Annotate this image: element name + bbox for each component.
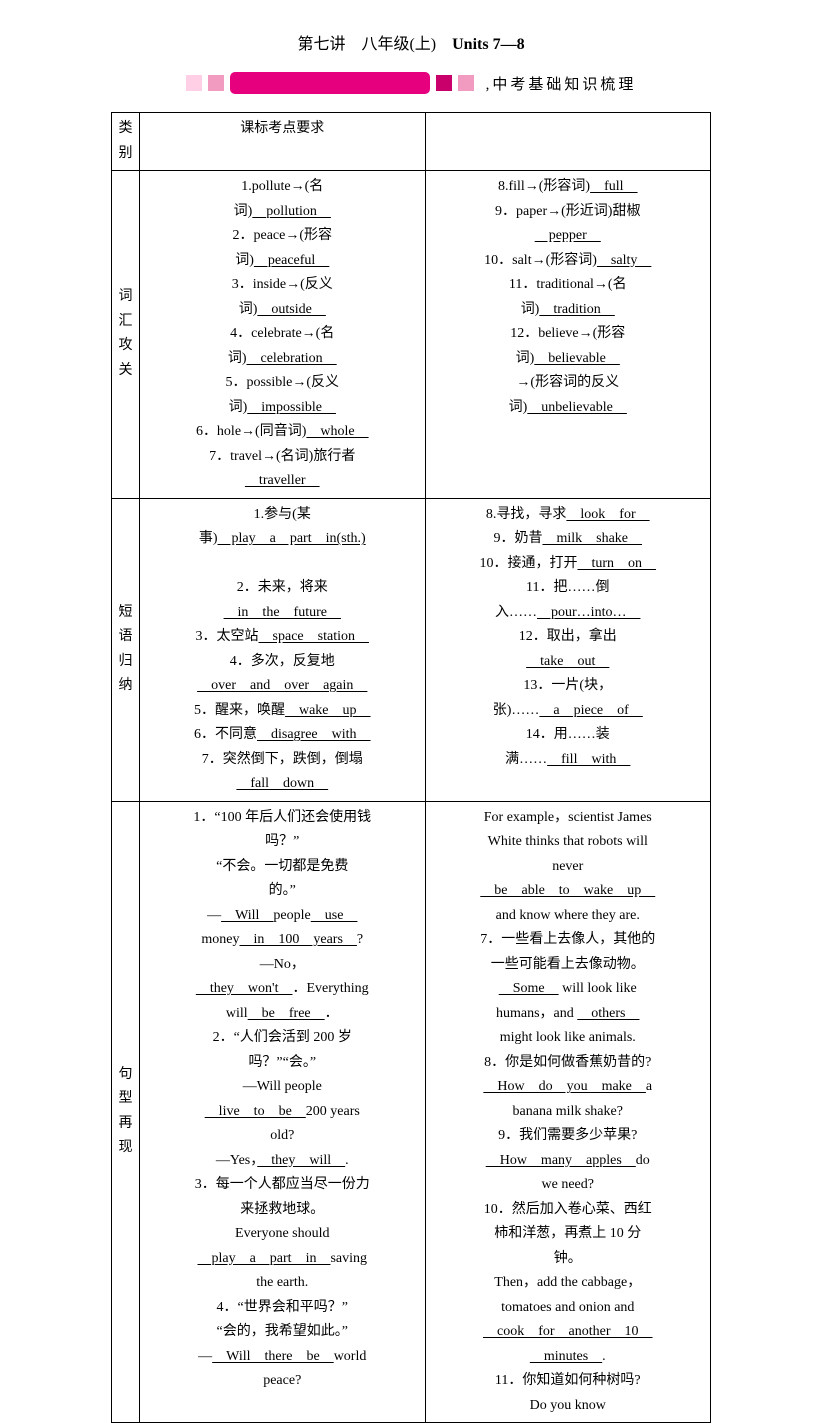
page-title: 第七讲 八年级(上) Units 7—8 <box>0 30 822 54</box>
row1-right: 8.fill→(形容词) full 9．paper→(形近词)甜椒 pepper… <box>425 171 711 499</box>
review-table: 类别 课标考点要求 词汇攻关 1.pollute→(名词) pollution … <box>111 112 711 1423</box>
header-requirement: 课标考点要求 <box>140 113 425 171</box>
divider-graphic: ,中考基础知识梳理 <box>0 72 822 94</box>
row2-right: 8.寻找，寻求 look for 9．奶昔 milk shake 10．接通，打… <box>425 498 711 801</box>
row2-mid: 1.参与(某事) play a part in(sth.) 2．未来，将来 in… <box>140 498 425 801</box>
row2-label: 短语归纳 <box>112 498 140 801</box>
table-row: 短语归纳 1.参与(某事) play a part in(sth.) 2．未来，… <box>112 498 711 801</box>
title-prefix: 第七讲 八年级(上) <box>297 36 452 53</box>
deco-bar <box>230 72 430 94</box>
header-blank <box>425 113 711 171</box>
title-units: Units 7—8 <box>452 36 524 53</box>
subtitle: ,中考基础知识梳理 <box>486 73 637 94</box>
deco-square-1 <box>186 75 202 91</box>
table-row: 词汇攻关 1.pollute→(名词) pollution 2．peace→(形… <box>112 171 711 499</box>
row1-mid: 1.pollute→(名词) pollution 2．peace→(形容词) p… <box>140 171 425 499</box>
table-row: 句型再现 1．“100 年后人们还会使用钱吗？”“不会。一切都是免费的。”— W… <box>112 801 711 1423</box>
deco-square-2 <box>208 75 224 91</box>
row3-label: 句型再现 <box>112 801 140 1423</box>
row1-label: 词汇攻关 <box>112 171 140 499</box>
deco-square-4 <box>458 75 474 91</box>
row3-right: For example，scientist JamesWhite thinks … <box>425 801 711 1423</box>
deco-square-3 <box>436 75 452 91</box>
row3-mid: 1．“100 年后人们还会使用钱吗？”“不会。一切都是免费的。”— Will p… <box>140 801 425 1423</box>
header-category: 类别 <box>112 113 140 171</box>
